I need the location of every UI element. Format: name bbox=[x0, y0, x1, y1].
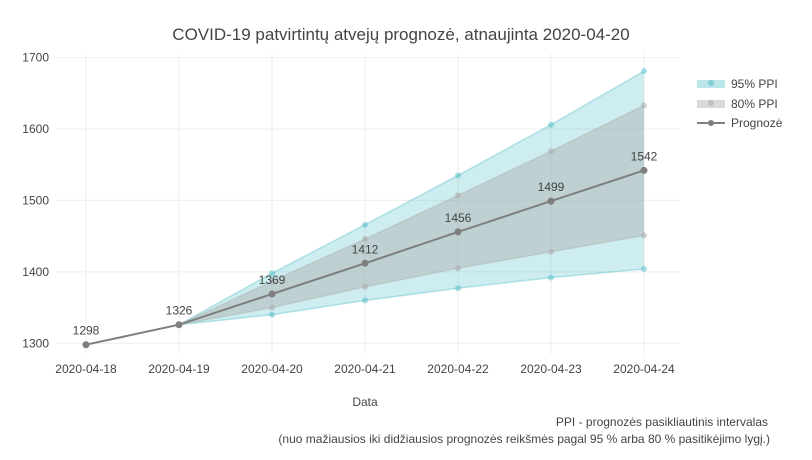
forecast-data-label: 1499 bbox=[538, 180, 565, 194]
legend: 95% PPI 80% PPI Prognozė bbox=[697, 77, 783, 130]
band-upper-point bbox=[548, 121, 554, 128]
y-tick-label: 1600 bbox=[22, 122, 49, 136]
band-upper-point bbox=[548, 148, 554, 155]
forecast-point bbox=[547, 197, 555, 205]
x-tick-label: 2020-04-24 bbox=[613, 362, 675, 376]
legend-label: 95% PPI bbox=[731, 77, 778, 91]
forecast-line-layer bbox=[82, 166, 648, 349]
x-tick-label: 2020-04-19 bbox=[148, 362, 210, 376]
ppi-note-line-1: PPI - prognozės pasikliautinis intervala… bbox=[556, 415, 768, 429]
legend-marker bbox=[708, 100, 714, 106]
forecast-data-label: 1412 bbox=[352, 242, 379, 256]
band-lower-point bbox=[641, 266, 647, 272]
y-tick-label: 1500 bbox=[22, 193, 49, 207]
x-ticks: 2020-04-18 2020-04-19 2020-04-20 2020-04-21… bbox=[55, 362, 675, 376]
chart-title: COVID-19 patvirtintų atvejų prognozė, at… bbox=[172, 25, 629, 44]
band-upper-point bbox=[455, 172, 461, 179]
legend-marker bbox=[708, 120, 714, 126]
band-lower-point bbox=[548, 274, 554, 281]
band-lower-point bbox=[455, 265, 461, 272]
forecast-data-label: 1298 bbox=[73, 324, 100, 338]
forecast-data-label: 1326 bbox=[166, 304, 193, 318]
legend-item: Prognozė bbox=[697, 116, 783, 130]
band-upper-point bbox=[455, 192, 461, 199]
y-ticks: 1300 1400 1500 1600 1700 bbox=[22, 51, 49, 351]
forecast-point bbox=[268, 290, 276, 298]
y-tick-label: 1300 bbox=[22, 336, 49, 350]
band-lower-edge bbox=[178, 268, 645, 326]
y-tick-label: 1700 bbox=[22, 51, 49, 65]
band-upper-point bbox=[641, 102, 647, 109]
band-upper-point bbox=[362, 236, 368, 242]
legend-item: 95% PPI bbox=[697, 77, 778, 91]
band-lower-point bbox=[362, 283, 368, 290]
forecast-point bbox=[361, 259, 369, 267]
legend-label: Prognozė bbox=[731, 116, 783, 130]
y-tick-label: 1400 bbox=[22, 265, 49, 279]
band-upper-point bbox=[269, 278, 275, 285]
band-lower-point bbox=[362, 297, 368, 304]
forecast-data-label: 1542 bbox=[631, 149, 658, 163]
ppi-note-line-2: (nuo mažiausios iki didžiausios prognozė… bbox=[278, 432, 770, 446]
band-area bbox=[179, 71, 644, 325]
band-lower-point bbox=[269, 311, 275, 318]
band-lower-point bbox=[455, 285, 461, 292]
band-lower-point bbox=[548, 248, 554, 255]
x-tick-label: 2020-04-21 bbox=[334, 362, 396, 376]
forecast-point bbox=[175, 321, 183, 329]
band-upper-point bbox=[362, 221, 368, 228]
x-tick-label: 2020-04-18 bbox=[55, 362, 117, 376]
band-lower-point bbox=[641, 232, 647, 239]
forecast-data-label: 1456 bbox=[445, 211, 472, 225]
forecast-point bbox=[640, 166, 648, 174]
data-labels: 1298 1326 1369 1412 1456 1499 1542 bbox=[73, 149, 658, 337]
legend-marker bbox=[708, 80, 714, 86]
x-tick-label: 2020-04-22 bbox=[427, 362, 489, 376]
band-upper-edge bbox=[178, 104, 645, 326]
forecast-data-label: 1369 bbox=[259, 273, 286, 287]
band-upper-point bbox=[269, 270, 275, 277]
band-lower-edge bbox=[178, 234, 645, 326]
legend-item: 80% PPI bbox=[697, 97, 778, 111]
x-tick-label: 2020-04-23 bbox=[520, 362, 582, 376]
legend-label: 80% PPI bbox=[731, 97, 778, 111]
forecast-point bbox=[454, 228, 462, 236]
forecast-point bbox=[82, 341, 90, 349]
x-axis-title: Data bbox=[352, 395, 378, 409]
band-lower-point bbox=[269, 304, 275, 311]
x-tick-label: 2020-04-20 bbox=[241, 362, 303, 376]
band-upper-point bbox=[641, 68, 647, 75]
band-upper-edge bbox=[178, 70, 645, 326]
band-area bbox=[179, 105, 644, 325]
